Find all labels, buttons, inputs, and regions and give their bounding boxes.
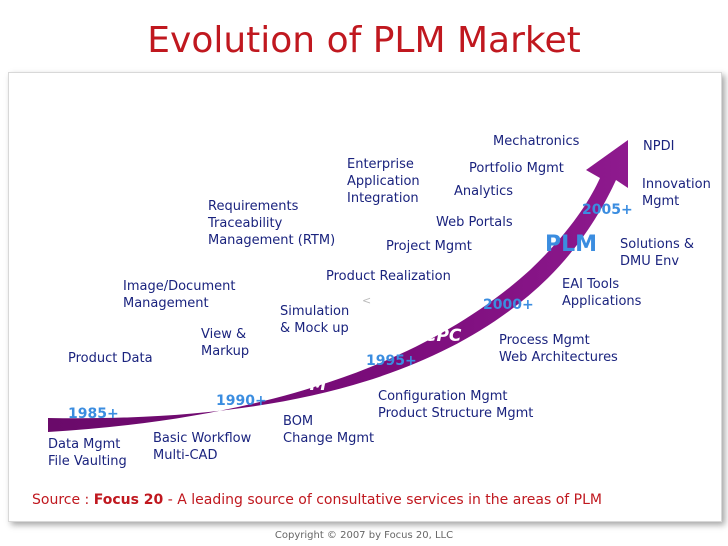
- label-enterprise-integration: Enterprise Application Integration: [347, 157, 420, 206]
- label-image-document: Image/Document Management: [123, 279, 236, 311]
- label-product-data: Product Data: [68, 351, 153, 366]
- label-innovation-mgmt: Innovation Mgmt: [642, 177, 711, 209]
- label-view-markup: View & Markup: [201, 327, 250, 359]
- label-process-mgmt: Process Mgmt Web Architectures: [499, 333, 618, 365]
- label-basic-workflow: Basic Workflow Multi-CAD: [153, 431, 252, 463]
- label-requirements: Requirements Traceability Management (RTM): [208, 199, 336, 248]
- source-description: - A leading source of consultative servi…: [163, 492, 602, 508]
- label-product-realization: Product Realization: [326, 269, 451, 284]
- label-bom: BOM Change Mgmt: [283, 414, 375, 446]
- stage-edm: EDM: [135, 398, 178, 418]
- arrow-body: [48, 140, 628, 432]
- stage-plm: PLM: [545, 232, 598, 257]
- caret-mark: <: [362, 294, 372, 307]
- label-simulation: Simulation & Mock up: [280, 304, 350, 336]
- year-1985: 1985+: [68, 406, 119, 422]
- label-configuration-mgmt: Configuration Mgmt Product Structure Mgmt: [378, 389, 534, 421]
- year-1990: 1990+: [216, 393, 267, 409]
- source-prefix: Source :: [32, 492, 94, 508]
- label-eai-tools: EAI Tools Applications: [562, 277, 642, 309]
- diagram-panel: [8, 72, 722, 522]
- year-2005: 2005+: [582, 202, 633, 218]
- label-npdi: NPDI: [643, 139, 675, 154]
- label-mechatronics: Mechatronics: [493, 134, 580, 149]
- stage-pdm: PDM: [283, 375, 327, 395]
- label-web-portals: Web Portals: [436, 215, 513, 230]
- source-name: Focus 20: [93, 492, 164, 508]
- label-solutions-dmu: Solutions & DMU Env: [620, 237, 695, 269]
- year-2000: 2000+: [483, 297, 534, 313]
- stage-cpc: CPC: [424, 326, 462, 346]
- label-data-mgmt: Data Mgmt File Vaulting: [48, 437, 127, 469]
- year-1995: 1995+: [366, 353, 417, 369]
- label-portfolio-mgmt: Portfolio Mgmt: [469, 161, 564, 176]
- page-title: Evolution of PLM Market: [147, 20, 581, 61]
- label-project-mgmt: Project Mgmt: [386, 239, 472, 254]
- copyright-notice: Copyright © 2007 by Focus 20, LLC: [274, 530, 454, 541]
- label-analytics: Analytics: [454, 184, 514, 199]
- source-line: Source : Focus 20 - A leading source of …: [32, 492, 602, 508]
